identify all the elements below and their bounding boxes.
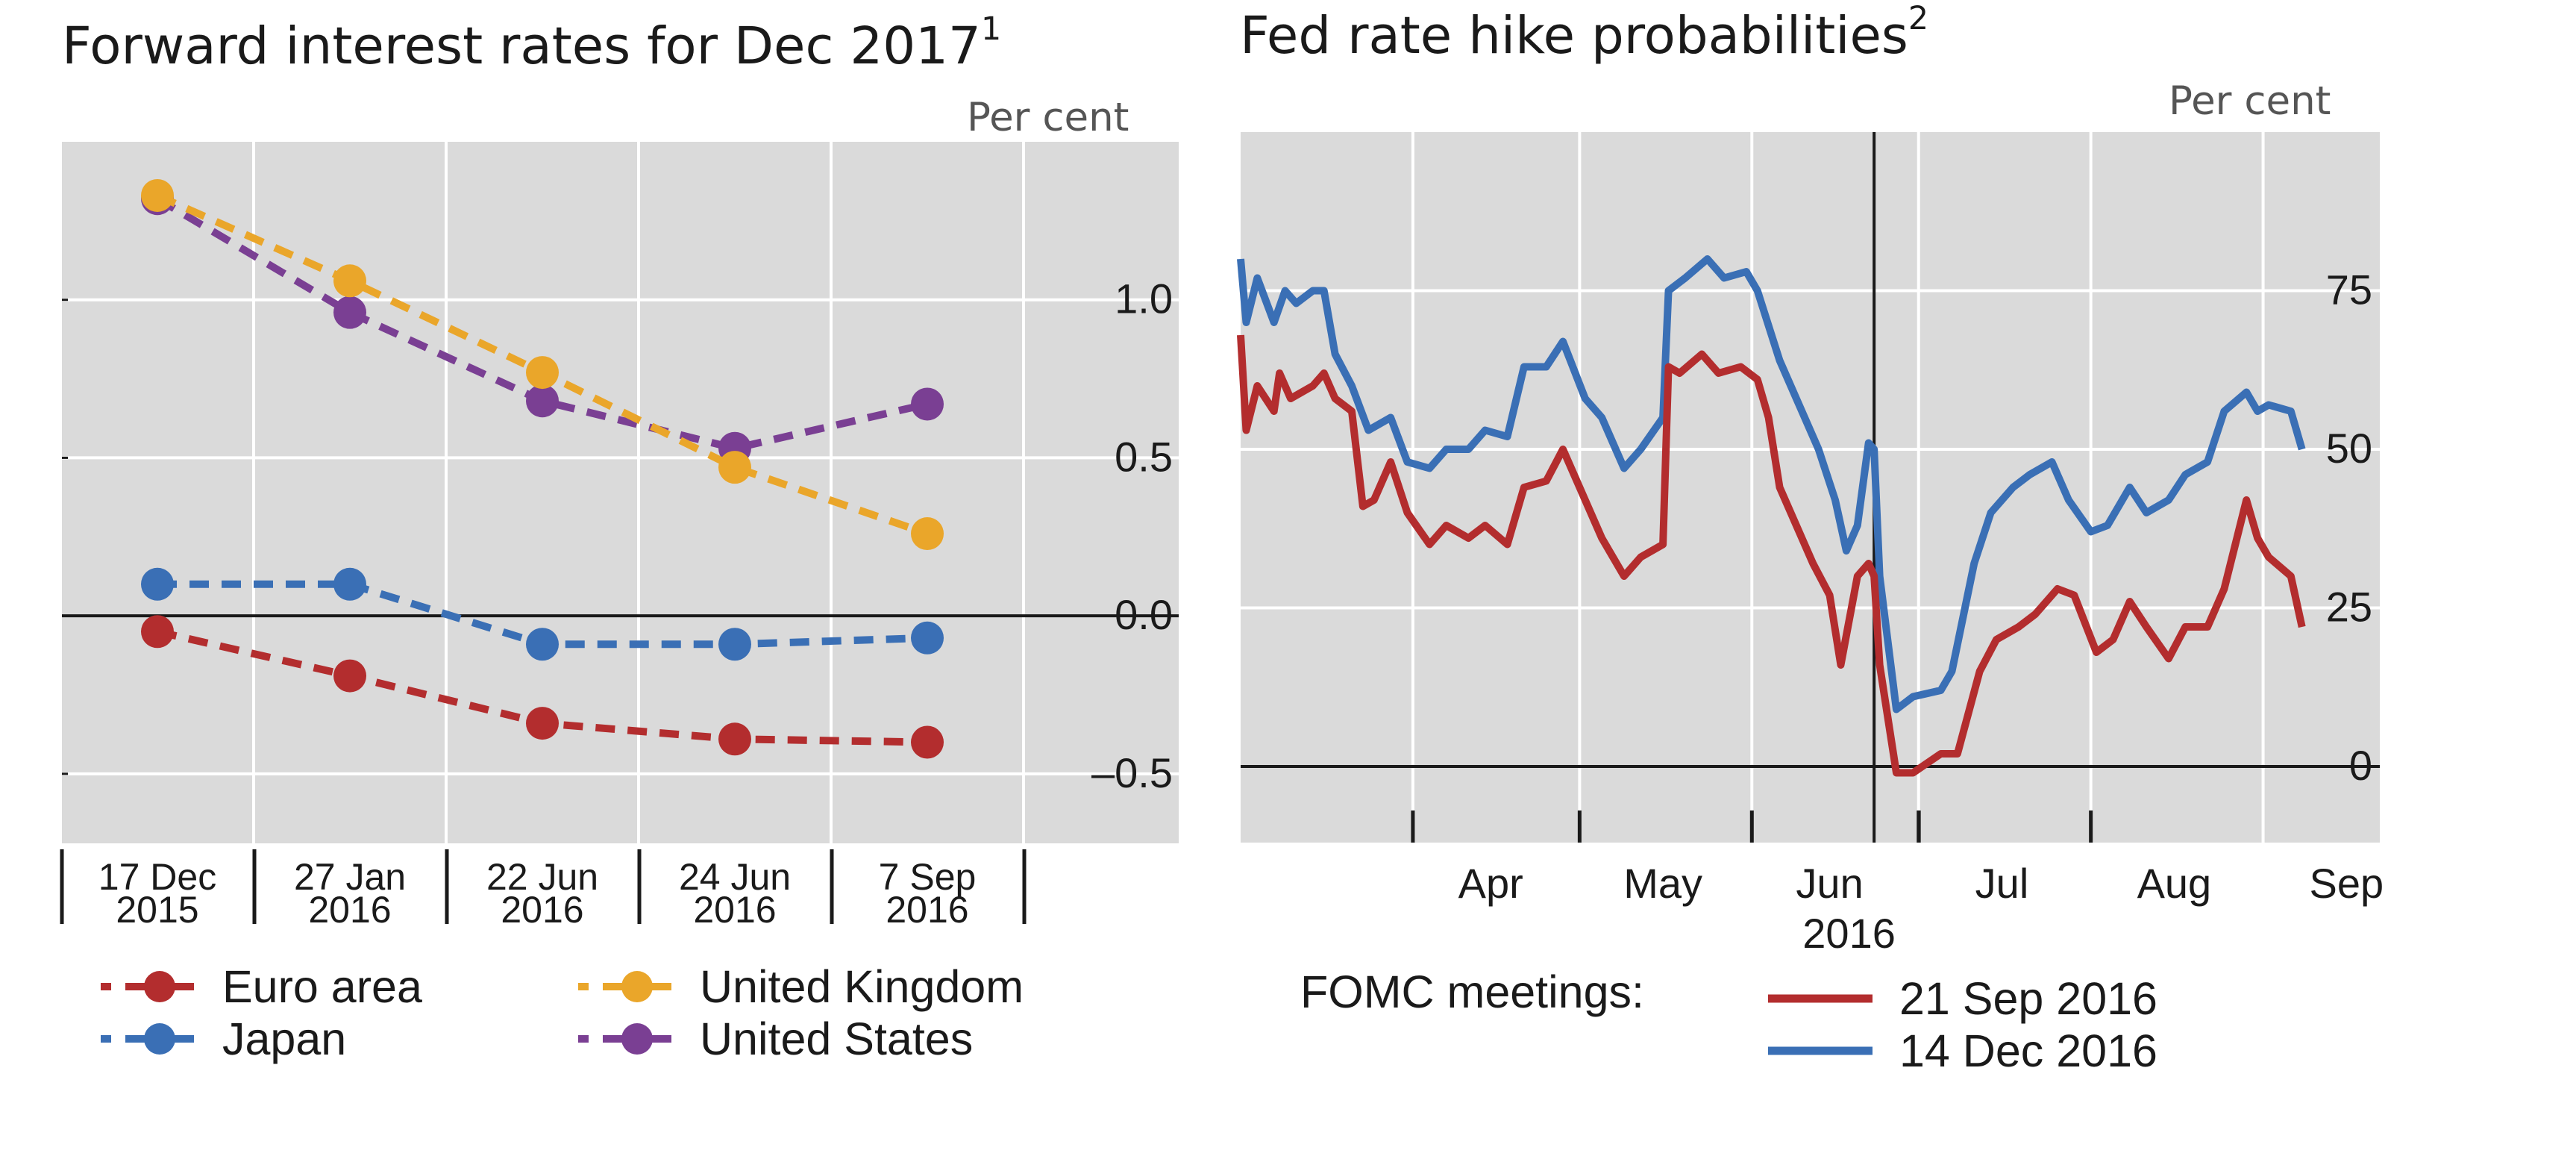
legend-label: United Kingdom bbox=[700, 961, 1024, 1012]
left-y-tick-labels: 1.0 0.5 0.0 –0.5 bbox=[1091, 275, 1173, 796]
left-y-tick-label: 1.0 bbox=[1115, 275, 1173, 322]
left-series-point bbox=[911, 621, 944, 655]
left-y-tick-label: –0.5 bbox=[1091, 749, 1173, 796]
legend-label: Japan bbox=[222, 1013, 346, 1064]
legend-marker-swatch bbox=[144, 1023, 175, 1055]
left-x-category-year: 2015 bbox=[116, 889, 198, 931]
right-y-tick-label: 0 bbox=[2349, 742, 2372, 789]
legend-marker-swatch bbox=[621, 1023, 653, 1055]
left-x-category-label: 7 Sep bbox=[879, 856, 977, 898]
right-month-label: Jun bbox=[1796, 860, 1863, 907]
right-y-tick-labels: 75 50 25 0 bbox=[2326, 266, 2372, 790]
legend-marker-swatch bbox=[621, 971, 653, 1002]
left-series-point bbox=[333, 296, 366, 329]
right-chart-title-text: Fed rate hike probabilities bbox=[1240, 6, 1908, 66]
left-series-point bbox=[141, 567, 174, 601]
left-x-category-year: 2016 bbox=[308, 889, 391, 931]
right-chart-title: Fed rate hike probabilities2 bbox=[1240, 0, 1928, 66]
left-series-point bbox=[718, 722, 751, 756]
left-chart-title-text: Forward interest rates for Dec 2017 bbox=[62, 16, 981, 77]
left-x-category-label: 22 Jun bbox=[486, 856, 598, 898]
left-series-point bbox=[526, 628, 559, 661]
left-plot-area bbox=[62, 142, 1179, 843]
left-chart-unit-label: Per cent bbox=[967, 95, 1129, 140]
right-gridlines bbox=[1241, 132, 2380, 843]
right-year-label: 2016 bbox=[1802, 910, 1896, 957]
left-chart-title: Forward interest rates for Dec 20171 bbox=[62, 10, 1001, 76]
left-x-category-label: 17 Dec bbox=[98, 856, 216, 898]
left-y-tick-label: 0.5 bbox=[1115, 433, 1173, 480]
left-series-point bbox=[141, 615, 174, 649]
left-series-point bbox=[141, 178, 174, 212]
left-axes bbox=[60, 299, 1179, 924]
left-series bbox=[141, 178, 944, 759]
legend-label: Euro area bbox=[222, 961, 422, 1012]
right-y-tick-label: 75 bbox=[2326, 266, 2372, 313]
right-chart-footnote-marker: 2 bbox=[1908, 0, 1929, 37]
right-month-label: Aug bbox=[2137, 860, 2212, 907]
left-series-point bbox=[333, 264, 366, 298]
right-y-tick-label: 25 bbox=[2326, 584, 2372, 631]
left-series-point bbox=[526, 356, 559, 390]
left-x-category-year: 2016 bbox=[501, 889, 583, 931]
left-series-point bbox=[911, 517, 944, 551]
right-x-month-labels: Apr May Jun Jul Aug Sep 2016 bbox=[1458, 860, 2384, 957]
right-month-label: May bbox=[1623, 860, 1702, 907]
right-chart: 75 50 25 0 Apr May Jun Jul Aug Sep 2016 FOMC meet… bbox=[1237, 132, 2384, 1076]
left-x-category-label: 27 Jan bbox=[294, 856, 406, 898]
left-series-point bbox=[526, 384, 559, 418]
right-series-line bbox=[1237, 334, 2306, 777]
right-y-tick-label: 50 bbox=[2326, 425, 2372, 472]
left-series-point bbox=[333, 567, 366, 601]
right-series-line bbox=[1237, 255, 2306, 713]
left-chart-footnote-marker: 1 bbox=[980, 10, 1002, 48]
left-series-point bbox=[333, 659, 366, 693]
right-legend-label: 21 Sep 2016 bbox=[1899, 973, 2157, 1024]
left-x-category-label: 24 Jun bbox=[679, 856, 791, 898]
right-month-label: Apr bbox=[1458, 860, 1523, 907]
right-chart-unit-label: Per cent bbox=[2169, 78, 2331, 124]
left-series-point bbox=[718, 628, 751, 661]
left-x-category-year: 2016 bbox=[886, 889, 968, 931]
left-y-tick-label: 0.0 bbox=[1115, 591, 1173, 638]
right-legend-title: FOMC meetings: bbox=[1300, 966, 1644, 1017]
legend-marker-swatch bbox=[144, 971, 175, 1002]
right-month-label: Sep bbox=[2309, 860, 2384, 907]
left-series-point bbox=[911, 725, 944, 759]
left-x-category-year: 2016 bbox=[693, 889, 776, 931]
right-series bbox=[1237, 255, 2306, 777]
left-series-point bbox=[526, 707, 559, 740]
left-series-point bbox=[911, 387, 944, 421]
right-legend-label: 14 Dec 2016 bbox=[1899, 1025, 2157, 1076]
legend-label: United States bbox=[700, 1013, 973, 1064]
left-series-point bbox=[718, 451, 751, 484]
right-month-label: Jul bbox=[1975, 860, 2029, 907]
right-plot-area bbox=[1241, 132, 2380, 843]
